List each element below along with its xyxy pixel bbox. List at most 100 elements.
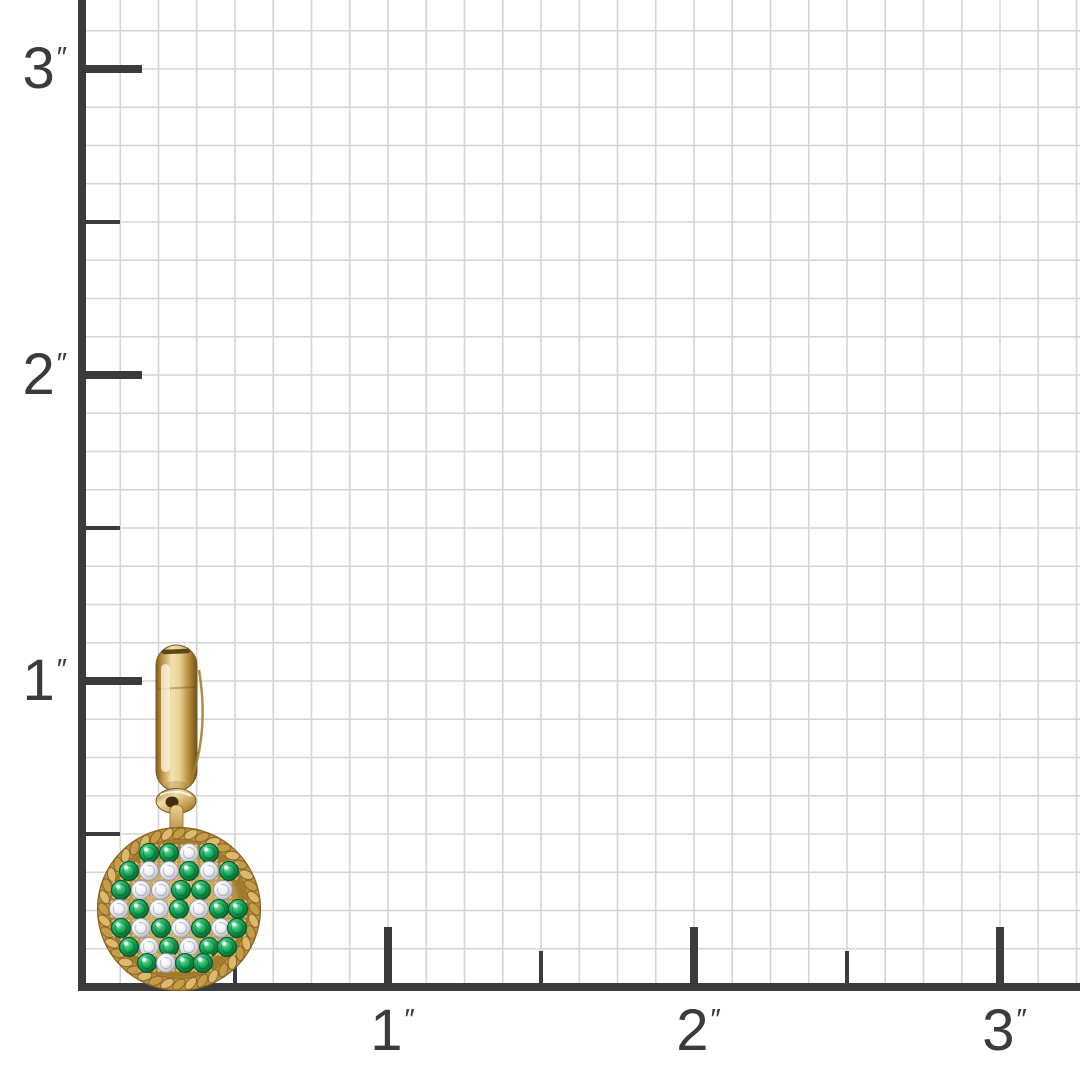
- white-stone: [131, 918, 151, 938]
- inch-mark: ″: [56, 42, 67, 74]
- y-axis-label-2in: 2″: [0, 341, 67, 409]
- ruler-axes: [78, 0, 1080, 991]
- green-stone: [228, 899, 248, 919]
- rope-twist-segment: [239, 869, 254, 881]
- rope-twist-segment: [117, 957, 134, 968]
- x-axis-line: [78, 983, 1080, 991]
- x-major-tick: [996, 927, 1004, 983]
- rope-twist-segment: [248, 913, 260, 928]
- green-stone: [119, 937, 139, 957]
- rope-twist-segment: [149, 830, 162, 845]
- label-digit: 3: [982, 998, 1015, 1063]
- stone-glint: [163, 865, 169, 870]
- green-stone: [111, 880, 131, 900]
- stone-glint: [175, 922, 181, 927]
- rope-twist-segment: [104, 937, 119, 949]
- white-stone: [131, 880, 151, 900]
- y-minor-tick: [82, 220, 120, 224]
- x-major-tick: [690, 927, 698, 983]
- pave-stones: [109, 843, 248, 973]
- y-axis-label-3in: 3″: [0, 35, 67, 103]
- earring: [96, 644, 262, 992]
- stone-glint: [195, 884, 201, 889]
- inch-mark: ″: [710, 1004, 720, 1036]
- y-minor-tick: [82, 832, 120, 836]
- stone-glint: [183, 941, 189, 946]
- stone-glint: [155, 884, 161, 889]
- stone-glint: [143, 941, 149, 946]
- rope-twist-segment: [245, 924, 256, 940]
- white-stone: [139, 861, 159, 881]
- label-digit: 3: [22, 36, 55, 101]
- green-stone: [119, 861, 139, 881]
- rope-twist-segment: [160, 827, 174, 841]
- y-minor-tick: [82, 526, 120, 530]
- stone-glint: [153, 903, 159, 908]
- green-stone: [129, 899, 149, 919]
- y-axis-label-1in: 1″: [0, 647, 67, 715]
- white-stone: [171, 918, 191, 938]
- stone-glint: [217, 884, 223, 889]
- green-stone: [175, 953, 195, 973]
- green-stone: [191, 880, 211, 900]
- green-stone: [159, 843, 179, 863]
- white-stone: [156, 953, 176, 973]
- stone-glint: [223, 865, 229, 870]
- green-stone: [151, 918, 171, 938]
- stone-glint: [232, 903, 238, 908]
- stone-glint: [133, 903, 139, 908]
- stone-glint: [183, 847, 189, 852]
- label-digit: 2: [676, 998, 709, 1063]
- stone-glint: [203, 865, 209, 870]
- pendant-disc: [96, 826, 262, 992]
- rope-twist-segment: [247, 890, 261, 904]
- stone-glint: [195, 922, 201, 927]
- stone-glint: [135, 922, 141, 927]
- x-axis-label-3in: 3″: [934, 999, 1074, 1063]
- green-stone: [227, 918, 247, 938]
- white-stone: [109, 899, 129, 919]
- y-major-tick: [82, 677, 142, 685]
- y-axis-line: [78, 0, 86, 991]
- inch-mark: ″: [56, 348, 67, 380]
- x-minor-tick: [845, 951, 849, 983]
- green-stone: [111, 918, 131, 938]
- green-stone: [209, 899, 229, 919]
- rope-twist-segment: [218, 962, 229, 978]
- white-stone: [213, 880, 233, 900]
- stone-glint: [143, 865, 149, 870]
- rope-twist-segment: [224, 850, 241, 861]
- stone-glint: [163, 941, 169, 946]
- stone-glint: [163, 847, 169, 852]
- y-major-tick: [82, 65, 142, 73]
- rope-twist-segment: [248, 902, 261, 916]
- stone-glint: [155, 922, 161, 927]
- rope-twist-segment: [183, 828, 198, 840]
- stone-glint: [197, 957, 203, 962]
- stone-glint: [123, 865, 129, 870]
- stone-glint: [203, 941, 209, 946]
- green-stone: [171, 880, 191, 900]
- white-stone: [199, 861, 219, 881]
- rope-twist-segment: [97, 902, 110, 916]
- stone-glint: [123, 941, 129, 946]
- rope-twist-segment: [194, 832, 210, 843]
- x-axis-label-2in: 2″: [628, 999, 768, 1063]
- white-stone: [179, 843, 199, 863]
- inch-mark: ″: [404, 1004, 414, 1036]
- stone-glint: [115, 922, 121, 927]
- green-stone: [137, 953, 157, 973]
- inch-mark: ″: [56, 654, 67, 686]
- stone-glint: [221, 941, 227, 946]
- stone-glint: [115, 884, 121, 889]
- stone-glint: [213, 903, 219, 908]
- stone-glint: [203, 847, 209, 852]
- stone-glint: [113, 903, 119, 908]
- hoop-back-edge: [189, 669, 204, 781]
- rope-twist-segment: [172, 827, 186, 840]
- inch-mark: ″: [1016, 1004, 1026, 1036]
- x-major-tick: [384, 927, 392, 983]
- label-digit: 2: [22, 342, 55, 407]
- stone-glint: [215, 922, 221, 927]
